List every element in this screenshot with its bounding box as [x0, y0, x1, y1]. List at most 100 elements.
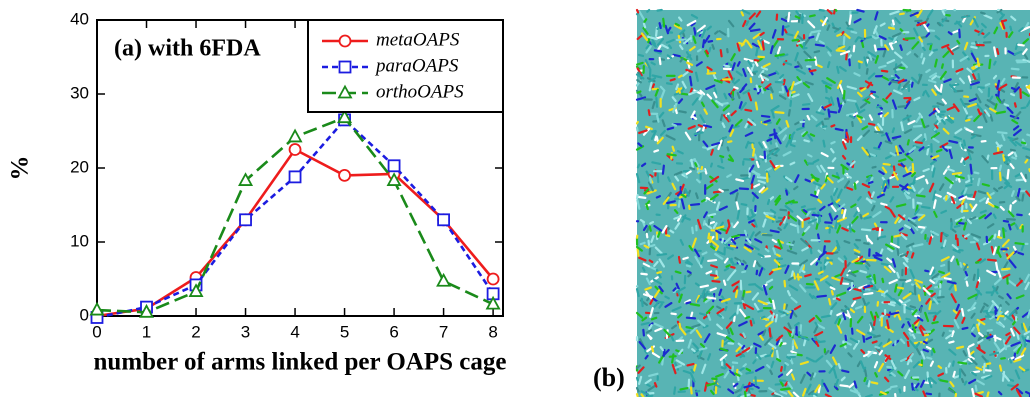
bond: [853, 182, 857, 190]
bond: [867, 50, 877, 58]
bond: [768, 327, 772, 338]
bond: [974, 392, 983, 397]
bond: [696, 168, 701, 174]
bond: [882, 340, 892, 348]
bond: [922, 348, 930, 353]
bond: [731, 280, 741, 287]
bond: [947, 31, 953, 36]
bond: [922, 168, 930, 173]
bond: [664, 295, 670, 300]
bond: [825, 84, 832, 90]
bond: [767, 341, 777, 349]
bond: [897, 105, 907, 108]
bond: [755, 284, 764, 292]
bond: [635, 376, 639, 382]
bond: [846, 85, 858, 90]
bond: [1004, 335, 1012, 345]
bond: [812, 372, 817, 378]
bond: [691, 115, 698, 120]
marker: [89, 301, 105, 316]
bond: [979, 305, 985, 314]
bond: [712, 190, 722, 194]
bond: [862, 129, 871, 137]
bond: [793, 30, 800, 39]
bond: [711, 43, 715, 50]
bond: [690, 158, 695, 170]
bond: [864, 260, 871, 267]
bond: [702, 324, 709, 329]
bond: [799, 373, 806, 384]
bond: [835, 297, 841, 302]
bond: [1009, 25, 1013, 32]
bond: [711, 141, 721, 147]
bond: [887, 247, 894, 253]
bond: [826, 9, 833, 15]
bond: [876, 193, 885, 199]
bond: [636, 247, 640, 258]
bond: [941, 145, 949, 152]
bond: [651, 352, 661, 359]
bond: [755, 260, 761, 268]
bond: [764, 83, 772, 90]
bond: [981, 155, 989, 164]
bond: [890, 311, 900, 316]
bond: [977, 338, 984, 344]
bond: [658, 22, 662, 30]
bond: [957, 177, 961, 183]
bond: [718, 288, 723, 297]
bond: [927, 377, 933, 389]
bond: [709, 245, 716, 250]
bond: [706, 296, 717, 300]
bond: [955, 345, 965, 350]
bond: [1025, 155, 1030, 160]
bond: [1013, 326, 1021, 335]
bond: [999, 22, 1005, 30]
bond: [948, 348, 957, 356]
bond: [786, 356, 792, 360]
bond: [940, 209, 948, 215]
marker: [337, 109, 353, 124]
bond: [697, 349, 703, 360]
bond: [651, 161, 662, 166]
bond: [848, 271, 857, 278]
bond: [683, 172, 688, 179]
bond: [818, 8, 825, 12]
bond: [964, 115, 969, 121]
bond: [856, 8, 865, 13]
bond: [764, 247, 770, 253]
bond: [835, 239, 841, 249]
bond: [764, 337, 772, 346]
bond: [1014, 42, 1019, 51]
bond: [738, 187, 750, 191]
bond: [706, 72, 717, 75]
bond: [779, 53, 789, 58]
bond: [757, 299, 768, 306]
bond: [971, 203, 978, 212]
bond: [754, 376, 758, 387]
bond: [943, 232, 949, 237]
bond: [677, 74, 683, 79]
bond: [639, 241, 646, 246]
bond: [878, 35, 887, 41]
bond: [1009, 148, 1016, 152]
bond: [773, 148, 780, 156]
bond: [993, 233, 997, 240]
bond: [648, 372, 659, 378]
bond: [666, 153, 677, 157]
bond: [843, 255, 848, 261]
bond: [910, 76, 919, 84]
bond: [689, 311, 694, 319]
bond: [769, 196, 775, 201]
bond: [902, 262, 909, 269]
legend-marker: [338, 34, 352, 48]
bond: [843, 277, 854, 283]
bond: [916, 21, 927, 27]
bond: [642, 224, 648, 232]
bond: [743, 390, 747, 397]
y-tick-label: 40: [70, 9, 89, 28]
bond: [737, 41, 745, 46]
bond: [765, 215, 776, 221]
bond: [822, 139, 826, 148]
bond: [914, 208, 920, 216]
bond: [970, 371, 978, 377]
